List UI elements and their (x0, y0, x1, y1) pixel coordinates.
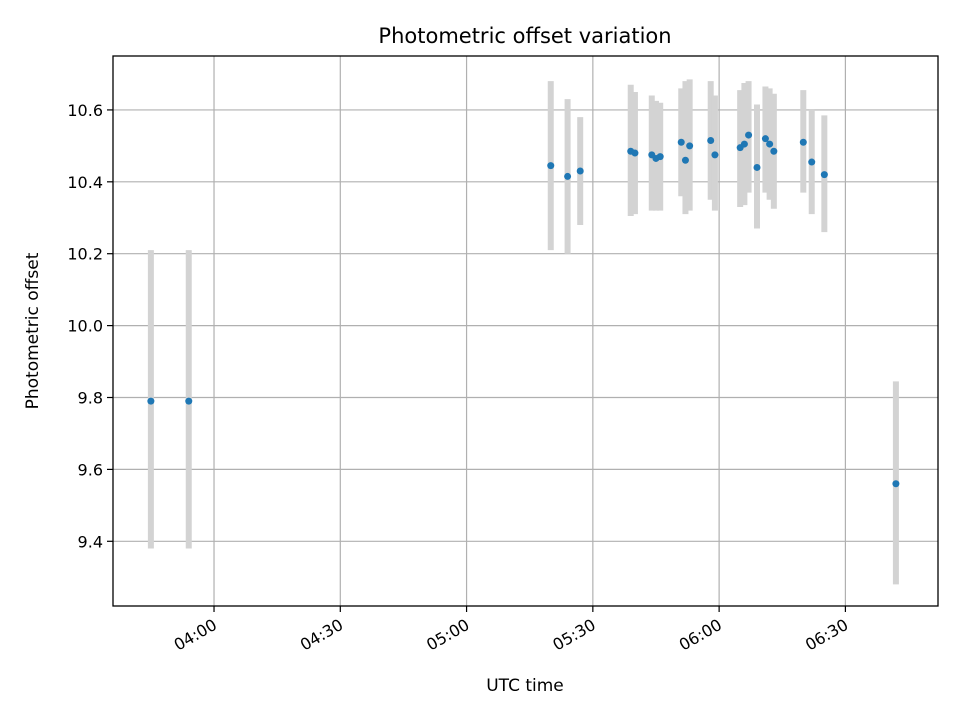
x-axis-label: UTC time (486, 676, 564, 696)
x-tick-label: 04:30 (297, 615, 346, 655)
data-point (547, 162, 555, 170)
data-point (677, 138, 685, 146)
data-point (681, 156, 689, 164)
data-point (745, 131, 753, 139)
chart-title: Photometric offset variation (378, 24, 671, 48)
data-point (564, 172, 572, 180)
data-point (799, 138, 807, 146)
x-tick-label: 05:30 (549, 615, 598, 655)
data-point (711, 151, 719, 159)
data-point (770, 147, 778, 155)
x-tick-label: 06:30 (802, 615, 851, 655)
data-point (766, 140, 774, 148)
plot-area-frame (112, 55, 939, 607)
data-point (656, 153, 664, 161)
data-point (707, 136, 715, 144)
data-point (753, 163, 761, 171)
y-tick-label: 10.4 (67, 173, 103, 192)
x-tick-label: 05:00 (423, 615, 472, 655)
y-axis: 9.4 9.6 9.8 10.0 10.2 10.4 10.6 (67, 101, 113, 551)
error-bars (147, 79, 899, 585)
y-axis-label: Photometric offset (23, 252, 43, 409)
data-point (761, 135, 769, 143)
data-point (686, 142, 694, 150)
y-tick-label: 10.0 (67, 317, 103, 336)
y-tick-label: 9.8 (78, 389, 103, 408)
data-point (820, 171, 828, 179)
x-tick-label: 04:00 (171, 615, 220, 655)
x-tick-label: 06:00 (676, 615, 725, 655)
data-points (147, 131, 900, 488)
data-point (185, 397, 193, 405)
data-point (631, 149, 639, 157)
y-tick-label: 9.4 (78, 532, 103, 551)
y-tick-label: 9.6 (78, 460, 103, 479)
data-point (808, 158, 816, 166)
data-point (147, 397, 155, 405)
data-point (576, 167, 584, 175)
data-point (892, 480, 900, 488)
y-tick-label: 10.6 (67, 101, 103, 120)
data-point (740, 140, 748, 148)
y-tick-label: 10.2 (67, 245, 103, 264)
x-axis: 04:00 04:30 05:00 05:30 06:00 06:30 (171, 606, 851, 655)
